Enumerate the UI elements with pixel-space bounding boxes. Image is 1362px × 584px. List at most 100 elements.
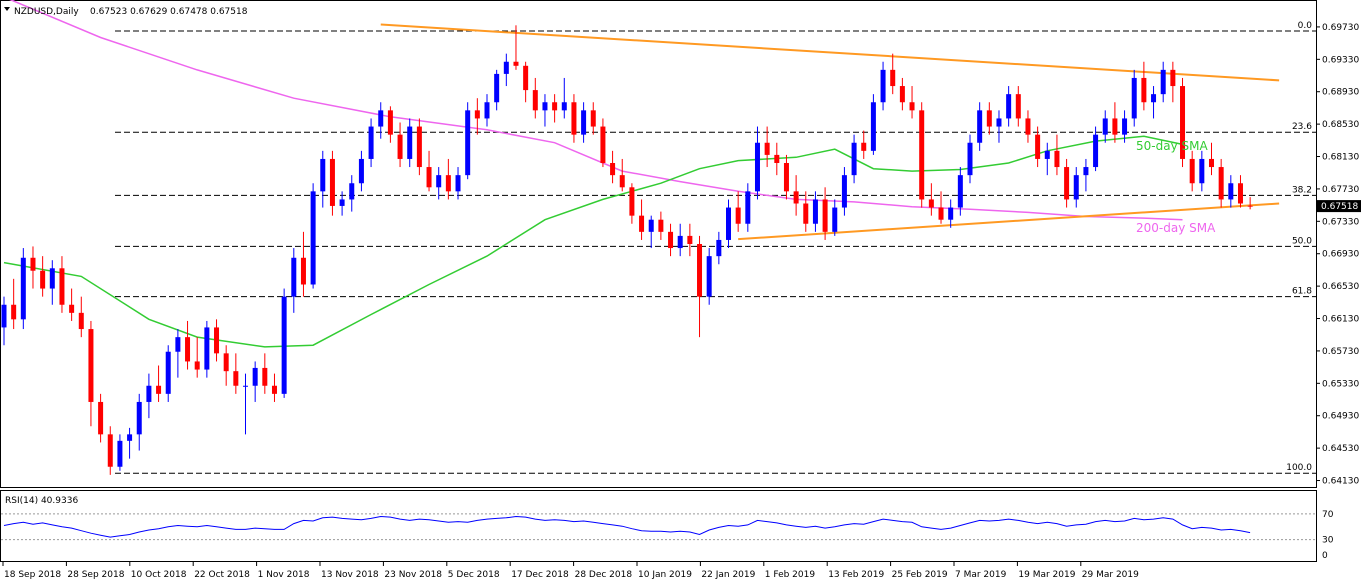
candle-body xyxy=(262,367,268,386)
candle-body xyxy=(358,158,364,184)
y-tick-label: 0.68530 xyxy=(1322,120,1359,130)
candle-body xyxy=(600,126,606,163)
chart-title: NZDUSD,Daily 0.67523 0.67629 0.67478 0.6… xyxy=(4,7,248,17)
candle xyxy=(20,248,26,330)
candle xyxy=(358,150,364,192)
candle-body xyxy=(1180,86,1186,159)
candle xyxy=(1035,126,1041,168)
candle xyxy=(851,134,857,184)
candle xyxy=(716,231,722,265)
candle-body xyxy=(1237,183,1243,204)
candle xyxy=(1199,150,1205,192)
candle xyxy=(252,361,258,402)
y-tick-label: 0.64530 xyxy=(1322,444,1359,454)
candle-body xyxy=(59,268,65,305)
candle xyxy=(69,288,75,321)
candle-body xyxy=(127,434,133,441)
x-tick-label: 23 Nov 2018 xyxy=(384,570,442,580)
fib-label: 50.0 xyxy=(1292,236,1312,246)
candle-body xyxy=(98,401,104,435)
candle-body xyxy=(639,215,645,232)
candle-body xyxy=(20,257,26,320)
candle-body xyxy=(300,257,306,285)
candle-body xyxy=(1025,118,1031,135)
candle-body xyxy=(928,199,934,208)
y-tick-label: 0.68930 xyxy=(1322,88,1359,98)
candle xyxy=(928,183,934,216)
candle xyxy=(687,223,693,257)
candle xyxy=(706,248,712,305)
sma-200-line xyxy=(9,0,1183,221)
candle-body xyxy=(754,142,760,192)
candle xyxy=(1131,69,1137,127)
candle xyxy=(745,183,751,232)
candle xyxy=(1228,175,1234,208)
current-price-label: 0.67518 xyxy=(1321,202,1358,212)
y-tick-label: 0.69330 xyxy=(1322,55,1359,65)
candle-body xyxy=(494,73,500,103)
candle-body xyxy=(69,304,75,313)
candle-body xyxy=(1044,150,1050,159)
x-tick-label: 18 Sep 2018 xyxy=(4,570,61,580)
candle xyxy=(735,191,741,232)
price-panel-frame xyxy=(0,0,1317,488)
candle-body xyxy=(1199,158,1205,184)
candle xyxy=(436,167,442,200)
candle-body xyxy=(832,207,838,232)
candle-body xyxy=(329,158,335,206)
candle xyxy=(919,102,925,208)
rsi-tick-label: 0 xyxy=(1322,551,1328,561)
candle xyxy=(561,77,567,119)
candle-body xyxy=(571,102,577,135)
candle xyxy=(1083,158,1089,192)
y-tick-label: 0.66530 xyxy=(1322,282,1359,292)
rsi-label: RSI(14) 40.9336 xyxy=(5,496,78,506)
candle-body xyxy=(436,175,442,188)
candle xyxy=(233,353,239,394)
y-tick-label: 0.65730 xyxy=(1322,347,1359,357)
candle-body xyxy=(368,126,374,159)
candle xyxy=(474,98,480,135)
candle xyxy=(639,199,645,240)
candle xyxy=(349,175,355,212)
candle-body xyxy=(455,175,461,192)
candle xyxy=(1247,197,1253,210)
candle-body xyxy=(185,337,191,362)
candle-body xyxy=(445,175,451,192)
candle-body xyxy=(1122,118,1128,135)
candle xyxy=(909,86,915,119)
candle xyxy=(494,69,500,111)
candle xyxy=(523,61,529,103)
candle-body xyxy=(861,142,867,151)
current-price-box xyxy=(1317,200,1361,213)
candle-body xyxy=(697,244,703,297)
candle-body xyxy=(1151,94,1157,103)
candle-body xyxy=(967,142,973,176)
candle-body xyxy=(397,134,403,159)
candle-body xyxy=(1035,134,1041,159)
candle-body xyxy=(88,329,94,402)
candle xyxy=(194,337,200,378)
candle xyxy=(426,150,432,192)
candle xyxy=(416,118,422,176)
candle xyxy=(59,256,65,313)
fib-label: 23.6 xyxy=(1292,122,1312,132)
candle xyxy=(117,434,123,471)
candle-body xyxy=(890,69,896,87)
candle xyxy=(832,199,838,236)
candle xyxy=(619,158,625,192)
candle-body xyxy=(1247,205,1253,207)
candle-body xyxy=(291,257,297,297)
x-tick-label: 28 Dec 2018 xyxy=(575,570,633,580)
candle-body xyxy=(107,434,113,467)
candle-body xyxy=(996,118,1002,127)
x-tick-label: 22 Oct 2018 xyxy=(194,570,250,580)
candle-body xyxy=(1228,183,1234,200)
candle-body xyxy=(629,187,635,216)
y-tick-label: 0.67330 xyxy=(1322,217,1359,227)
candle xyxy=(465,102,471,180)
candle-body xyxy=(484,102,490,119)
candle-body xyxy=(339,199,345,206)
chevron-down-icon xyxy=(4,7,10,11)
candle xyxy=(986,102,992,135)
